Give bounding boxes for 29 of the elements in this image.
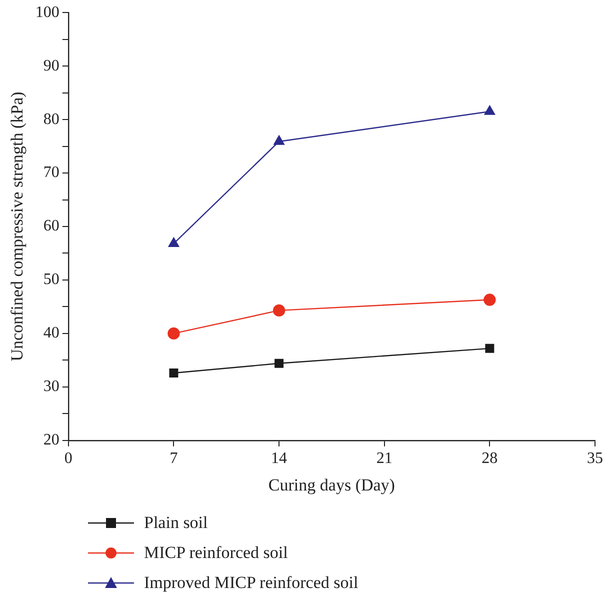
point	[168, 327, 180, 340]
y-tick-label: 20	[43, 432, 60, 449]
x-tick-label: 7	[170, 450, 178, 468]
legend-label: MICP reinforced soil	[144, 543, 288, 563]
y-tick-label: 70	[43, 164, 60, 182]
x-tick-label: 14	[271, 450, 288, 468]
point	[274, 358, 284, 368]
point	[168, 238, 180, 247]
y-axis-title: Unconfined compressive strength (kPa)	[8, 92, 27, 362]
point	[272, 304, 286, 317]
y-tick-label: 30	[43, 378, 60, 396]
legend-label: Plain soil	[144, 513, 208, 533]
y-tick-label: 50	[43, 271, 60, 288]
point	[169, 368, 178, 378]
x-tick-label: 28	[482, 450, 498, 468]
y-tick-label: 60	[43, 218, 60, 235]
point	[485, 344, 494, 353]
y-tick-label: 90	[43, 57, 60, 74]
legend-label: Improved MICP reinforced soil	[144, 573, 358, 593]
x-tick-label: 21	[376, 450, 392, 468]
point	[484, 294, 496, 306]
point	[484, 105, 496, 115]
y-tick-label: 80	[43, 110, 60, 128]
y-tick-label: 100	[35, 4, 60, 21]
y-tick-label: 40	[43, 324, 60, 342]
x-axis-title: Curing days (Day)	[268, 475, 395, 494]
x-tick-label: 0	[64, 450, 72, 468]
point	[274, 135, 284, 145]
x-tick-label: 35	[587, 450, 603, 468]
